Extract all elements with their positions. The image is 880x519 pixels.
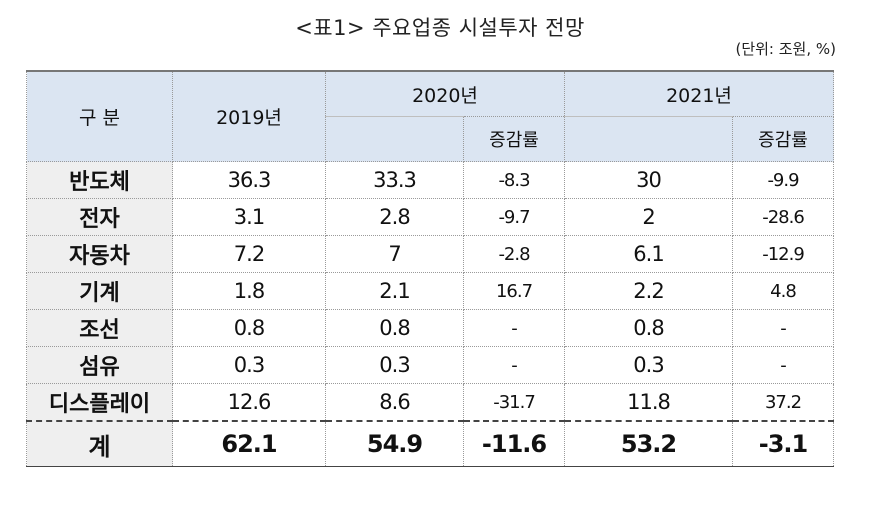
cell-2021-rate: -28.6 xyxy=(732,198,834,236)
table-title: <표1> 주요업종 시설투자 전망 xyxy=(295,16,585,40)
cell-2020: 0.3 xyxy=(325,346,464,384)
cell-2021: 11.8 xyxy=(564,383,733,422)
table-row: 기계 1.8 2.1 16.7 2.2 4.8 xyxy=(26,272,834,310)
cell-2020: 33.3 xyxy=(325,161,464,199)
cell-2021: 2 xyxy=(564,198,733,236)
table-row: 전자 3.1 2.8 -9.7 2 -28.6 xyxy=(26,198,834,236)
cell-2020-rate: - xyxy=(463,309,565,347)
cell-2019: 1.8 xyxy=(172,272,326,310)
cell-2020: 2.1 xyxy=(325,272,464,310)
row-label: 자동차 xyxy=(26,235,173,273)
cell-2021-rate: - xyxy=(732,346,834,384)
cell-2020: 7 xyxy=(325,235,464,273)
cell-2020-rate: -9.7 xyxy=(463,198,565,236)
total-label: 계 xyxy=(26,420,173,467)
header-2021-value xyxy=(564,116,733,162)
header-2021: 2021년 xyxy=(564,70,834,117)
total-2020: 54.9 xyxy=(325,420,464,467)
header-2021-rate: 증감률 xyxy=(732,116,834,162)
cell-2021-rate: -12.9 xyxy=(732,235,834,273)
cell-2019: 0.8 xyxy=(172,309,326,347)
cell-2021-rate: 37.2 xyxy=(732,383,834,422)
cell-2020-rate: -31.7 xyxy=(463,383,565,422)
cell-2019: 36.3 xyxy=(172,161,326,199)
cell-2021-rate: - xyxy=(732,309,834,347)
header-category: 구 분 xyxy=(26,70,173,162)
table-row: 조선 0.8 0.8 - 0.8 - xyxy=(26,309,834,347)
cell-2019: 7.2 xyxy=(172,235,326,273)
cell-2019: 0.3 xyxy=(172,346,326,384)
cell-2021-rate: -9.9 xyxy=(732,161,834,199)
cell-2021-rate: 4.8 xyxy=(732,272,834,310)
row-label: 반도체 xyxy=(26,161,173,199)
cell-2020: 0.8 xyxy=(325,309,464,347)
total-2019: 62.1 xyxy=(172,420,326,467)
cell-2020: 2.8 xyxy=(325,198,464,236)
row-label: 섬유 xyxy=(26,346,173,384)
header-2019: 2019년 xyxy=(172,70,326,162)
cell-2020-rate: - xyxy=(463,346,565,384)
header-2020-rate: 증감률 xyxy=(463,116,565,162)
header-2020: 2020년 xyxy=(325,70,565,117)
cell-2021: 30 xyxy=(564,161,733,199)
row-label: 조선 xyxy=(26,309,173,347)
row-label: 전자 xyxy=(26,198,173,236)
row-label: 기계 xyxy=(26,272,173,310)
cell-2019: 3.1 xyxy=(172,198,326,236)
table-row: 섬유 0.3 0.3 - 0.3 - xyxy=(26,346,834,384)
row-label: 디스플레이 xyxy=(26,383,173,422)
total-2021-rate: -3.1 xyxy=(732,420,834,467)
cell-2021: 0.8 xyxy=(564,309,733,347)
cell-2020-rate: -8.3 xyxy=(463,161,565,199)
investment-table: 구 분 2019년 2020년 2021년 증감률 증감률 반도체 36.3 3… xyxy=(26,70,834,467)
unit-note: (단위: 조원, %) xyxy=(735,40,836,58)
total-2020-rate: -11.6 xyxy=(463,420,565,467)
cell-2020-rate: 16.7 xyxy=(463,272,565,310)
cell-2019: 12.6 xyxy=(172,383,326,422)
cell-2021: 0.3 xyxy=(564,346,733,384)
table-row: 디스플레이 12.6 8.6 -31.7 11.8 37.2 xyxy=(26,383,834,422)
cell-2020-rate: -2.8 xyxy=(463,235,565,273)
cell-2021: 6.1 xyxy=(564,235,733,273)
cell-2020: 8.6 xyxy=(325,383,464,422)
total-2021: 53.2 xyxy=(564,420,733,467)
table-row: 반도체 36.3 33.3 -8.3 30 -9.9 xyxy=(26,161,834,199)
cell-2021: 2.2 xyxy=(564,272,733,310)
total-row: 계 62.1 54.9 -11.6 53.2 -3.1 xyxy=(26,420,834,467)
header-2020-value xyxy=(325,116,464,162)
table-row: 자동차 7.2 7 -2.8 6.1 -12.9 xyxy=(26,235,834,273)
